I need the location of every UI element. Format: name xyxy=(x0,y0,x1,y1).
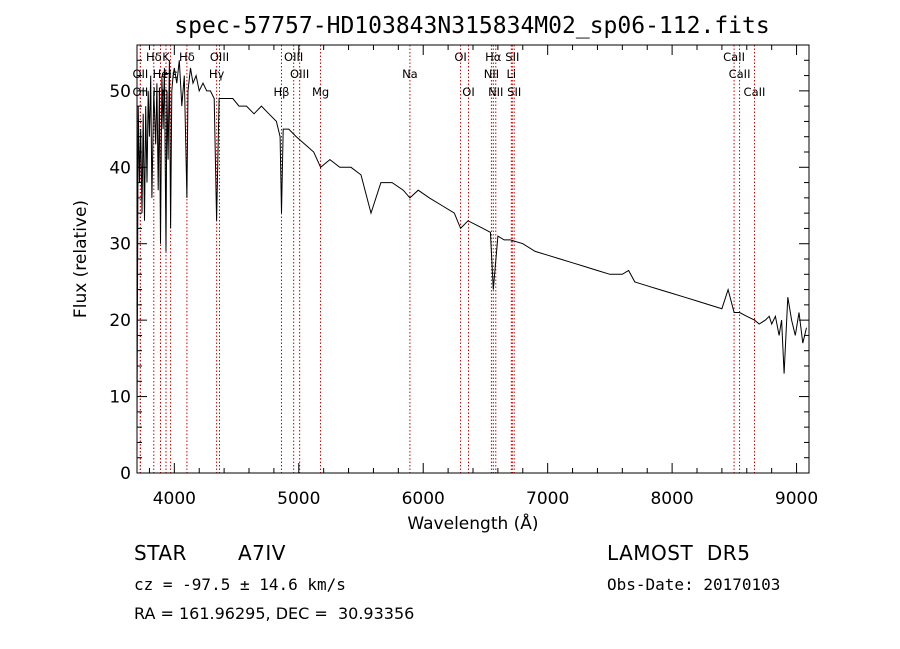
spectral-line-label: OI xyxy=(454,50,466,64)
spectral-line-label: Na xyxy=(402,67,418,81)
spectral-line-markers xyxy=(139,45,755,473)
y-tick-label: 10 xyxy=(109,388,131,408)
x-axis-ticks: 4000 5000 6000 7000 8000 9000 xyxy=(148,45,818,509)
spectral-line-label: Hδ xyxy=(179,50,195,64)
x-tick-label: 7000 xyxy=(526,489,569,509)
spectral-line-label: CaII xyxy=(744,85,766,99)
y-axis-ticks: 0 10 20 30 40 50 xyxy=(109,59,809,484)
x-tick-label: 8000 xyxy=(650,489,693,509)
spectral-line-label: K xyxy=(162,50,170,64)
observation-date: Obs-Date: 20170103 xyxy=(607,575,781,594)
spectral-line-label: Hη xyxy=(153,85,169,99)
spectral-line-label: Hβ xyxy=(273,85,289,99)
spectral-line-label: CaII xyxy=(729,67,751,81)
y-tick-label: 40 xyxy=(109,158,131,178)
spectral-line-label: OIII xyxy=(284,50,303,64)
spectral-line-label: OIII xyxy=(290,67,309,81)
spectral-line-label: SII xyxy=(505,50,519,64)
spectral-line-label: OI xyxy=(462,85,474,99)
chart-title: spec-57757-HD103843N315834M02_sp06-112.f… xyxy=(174,13,769,39)
object-subclass: A7IV xyxy=(238,541,286,565)
x-tick-label: 5000 xyxy=(277,489,320,509)
spectral-line-label: Hα xyxy=(485,50,502,64)
survey-name: LAMOST DR5 xyxy=(607,541,751,565)
spectral-line-label: OIII xyxy=(210,50,229,64)
spectral-line-label: Hδ xyxy=(146,50,162,64)
spectral-line-label: Hγ xyxy=(209,67,225,81)
redshift-velocity: cz = -97.5 ± 14.6 km/s xyxy=(134,575,346,594)
coordinates: RA = 161.96295, DEC = 30.93356 xyxy=(134,604,415,623)
spectral-line-label: OII xyxy=(132,67,148,81)
spectrum-line xyxy=(136,60,807,428)
plot-frame xyxy=(136,44,810,474)
y-tick-label: 0 xyxy=(120,464,131,484)
spectral-line-label: Li xyxy=(507,67,517,81)
spectral-line-label: OII xyxy=(132,85,148,99)
x-axis-label: Wavelength (Å) xyxy=(407,512,538,534)
x-tick-label: 9000 xyxy=(775,489,818,509)
y-tick-label: 50 xyxy=(109,82,131,102)
y-axis-label: Flux (relative) xyxy=(71,200,91,318)
spectral-line-label: Mg xyxy=(312,85,329,99)
y-tick-label: 30 xyxy=(109,235,131,255)
spectral-line-label: NII xyxy=(488,85,503,99)
x-tick-label: 6000 xyxy=(402,489,445,509)
x-tick-label: 4000 xyxy=(153,489,196,509)
object-class: STAR xyxy=(134,541,187,565)
spectral-line-label: NII xyxy=(484,67,499,81)
y-tick-label: 20 xyxy=(109,311,131,331)
spectral-line-label: SII xyxy=(507,85,521,99)
spectral-line-label: CaII xyxy=(723,50,745,64)
